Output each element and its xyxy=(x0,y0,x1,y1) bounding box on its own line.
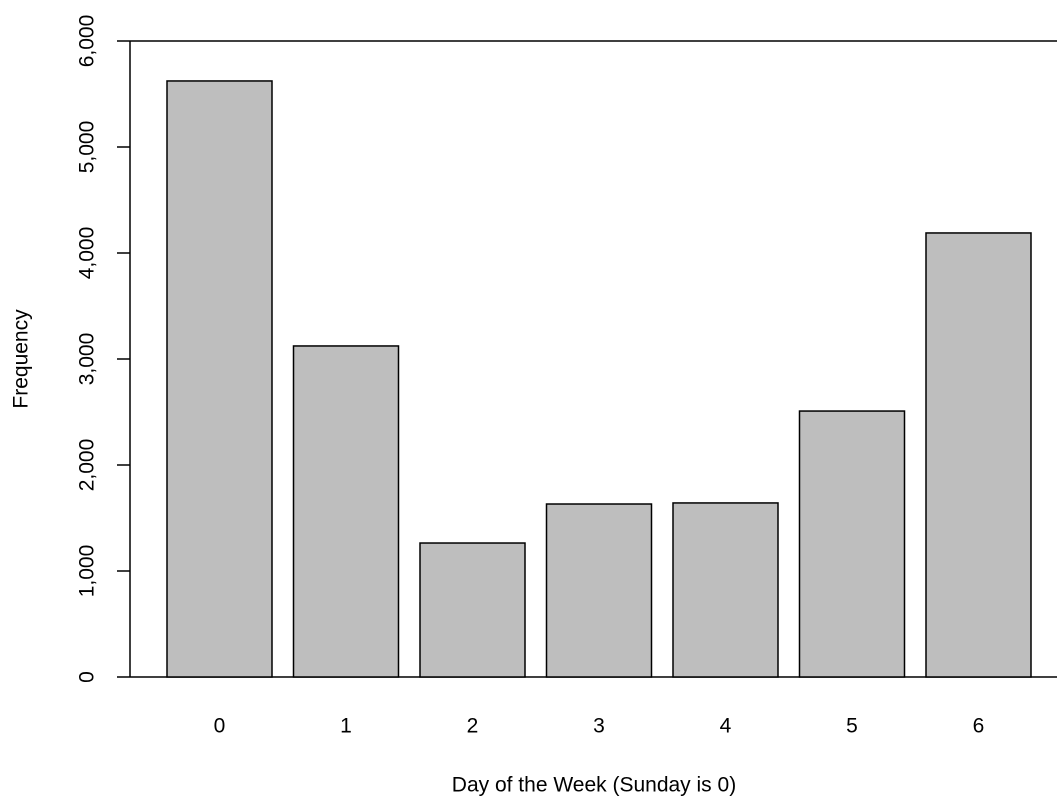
y-axis-title: Frequency xyxy=(10,309,33,409)
x-tick-label: 5 xyxy=(846,715,858,738)
y-tick-label: 5,000 xyxy=(76,121,99,174)
y-tick-label: 0 xyxy=(76,671,99,683)
y-tick-label: 1,000 xyxy=(76,545,99,598)
y-tick-label: 6,000 xyxy=(76,15,99,68)
y-tick-label: 2,000 xyxy=(76,439,99,492)
bar xyxy=(166,80,273,678)
x-tick-label: 6 xyxy=(973,715,985,738)
y-tick-label: 3,000 xyxy=(76,333,99,386)
bar xyxy=(925,232,1032,678)
bar xyxy=(419,542,526,678)
bar xyxy=(672,502,779,678)
x-axis-title: Day of the Week (Sunday is 0) xyxy=(452,774,736,797)
x-tick-label: 1 xyxy=(340,715,352,738)
x-tick-label: 4 xyxy=(720,715,732,738)
x-tick-label: 3 xyxy=(593,715,605,738)
bar xyxy=(545,503,653,678)
x-tick-label: 0 xyxy=(214,715,226,738)
bar xyxy=(798,410,906,678)
bar xyxy=(292,345,400,678)
x-tick-label: 2 xyxy=(467,715,479,738)
y-tick-label: 4,000 xyxy=(76,227,99,280)
